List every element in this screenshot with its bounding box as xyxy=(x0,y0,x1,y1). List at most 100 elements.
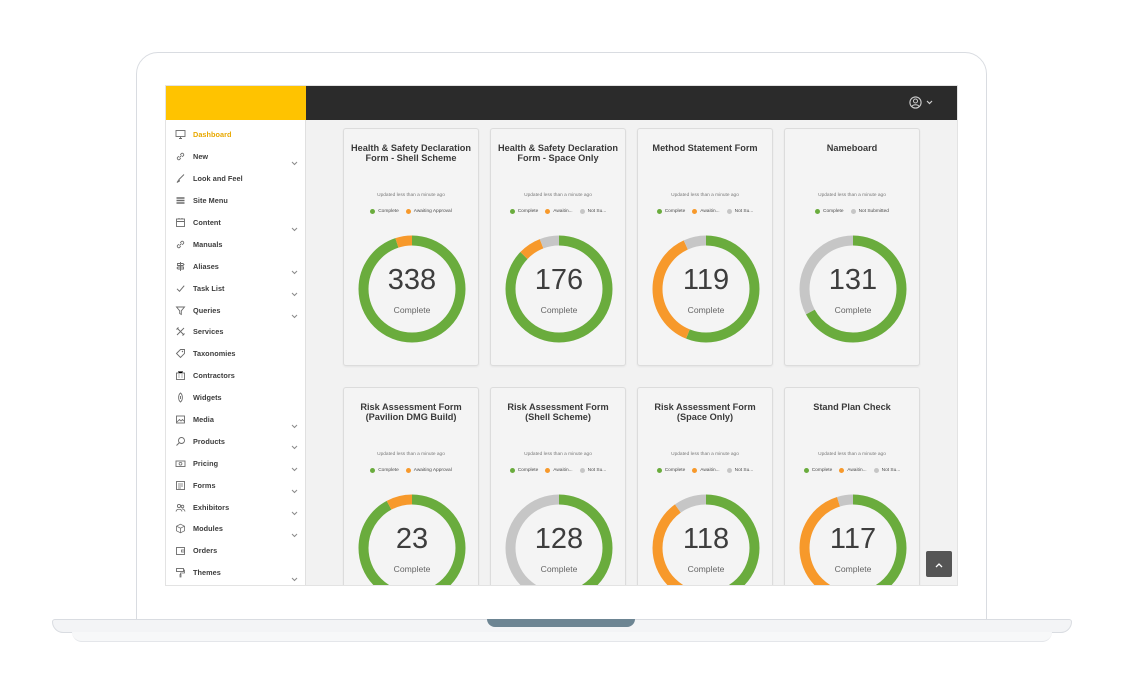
form-status-card[interactable]: Nameboard Updated less than a minute ago C… xyxy=(784,128,920,366)
card-legend: Complete Awaitin... Not Su... xyxy=(638,468,772,473)
legend-item[interactable]: Not Su... xyxy=(579,209,606,214)
chevron-down-icon[interactable] xyxy=(291,219,298,237)
sidebar-item-exhibitors[interactable]: Exhibitors xyxy=(166,496,305,518)
donut-segment-awaiting[interactable] xyxy=(652,494,760,587)
sidebar-item-label: New xyxy=(193,152,209,162)
sidebar-item-services[interactable]: Services xyxy=(166,321,305,343)
legend-label: Complete xyxy=(378,468,399,473)
donut-segment-not-submitted[interactable] xyxy=(652,494,760,587)
chevron-down-icon[interactable] xyxy=(291,525,298,543)
legend-dot xyxy=(579,209,585,214)
donut-segment-not-submitted[interactable] xyxy=(505,494,613,587)
legend-item[interactable]: Not Su... xyxy=(873,468,900,473)
legend-item[interactable]: Complete xyxy=(509,209,539,214)
legend-label: Complete xyxy=(811,468,833,473)
sidebar-item-site-menu[interactable]: Site Menu xyxy=(166,190,305,212)
menu-icon xyxy=(174,194,187,207)
chevron-down-icon[interactable] xyxy=(291,262,298,280)
donut-value: 338 xyxy=(387,264,437,296)
sidebar-item-modules[interactable]: Modules xyxy=(166,518,305,540)
donut-segment-not-submitted[interactable] xyxy=(505,235,613,343)
legend-item[interactable]: Complete xyxy=(803,468,833,473)
card-title: Health & Safety Declaration Form - Shell… xyxy=(351,143,471,164)
sidebar-item-manuals[interactable]: Manuals xyxy=(166,233,305,255)
form-status-card[interactable]: Health & Safety Declaration Form - Space… xyxy=(490,128,626,366)
legend-dot xyxy=(726,209,732,214)
legend-dot xyxy=(370,209,376,214)
sidebar-item-label: Look and Feel xyxy=(193,174,243,184)
form-status-card[interactable]: Method Statement Form Updated less than a… xyxy=(637,128,773,366)
sidebar-item-taxonomies[interactable]: Taxonomies xyxy=(166,343,305,365)
chevron-down-icon[interactable] xyxy=(291,503,298,521)
sidebar-item-dashboard[interactable]: Dashboard xyxy=(166,124,305,146)
legend-item[interactable]: Complete xyxy=(656,468,685,473)
sidebar-item-products[interactable]: Products xyxy=(166,430,305,452)
legend-label: Awaiting Approval xyxy=(413,468,452,473)
tools-icon xyxy=(174,325,187,338)
sidebar-item-new[interactable]: New xyxy=(166,146,305,168)
legend-item[interactable]: Awaitin... xyxy=(692,209,720,214)
sidebar-item-label: Site Menu xyxy=(193,196,228,206)
legend-item[interactable]: Complete xyxy=(370,209,399,214)
legend-item[interactable]: Complete xyxy=(370,468,399,473)
legend-item[interactable]: Complete xyxy=(815,209,844,214)
legend-item[interactable]: Complete xyxy=(509,468,538,473)
chevron-down-icon[interactable] xyxy=(291,284,298,302)
legend-item[interactable]: Not Su... xyxy=(726,209,753,214)
form-status-card[interactable]: Risk Assessment Form (Shell Scheme) Updat… xyxy=(490,387,626,587)
sidebar-item-contractors[interactable]: Contractors xyxy=(166,365,305,387)
legend-item[interactable]: Not Submitted xyxy=(850,209,889,214)
donut-segment-awaiting[interactable] xyxy=(358,494,466,587)
legend-label: Complete xyxy=(517,209,539,214)
form-status-card[interactable]: Risk Assessment Form (Pavilion DMG Build… xyxy=(343,387,479,587)
legend-item[interactable]: Complete xyxy=(656,209,685,214)
chevron-down-icon[interactable] xyxy=(291,481,298,499)
legend-item[interactable]: Not Su... xyxy=(726,468,753,473)
donut-segment-awaiting[interactable] xyxy=(799,494,907,587)
cube-icon xyxy=(174,522,187,535)
chevron-down-icon[interactable] xyxy=(291,153,298,171)
donut-segment-not-submitted[interactable] xyxy=(799,235,907,343)
donut-segment-awaiting[interactable] xyxy=(358,235,466,343)
sidebar-item-aliases[interactable]: Aliases xyxy=(166,255,305,277)
sidebar-item-label: Products xyxy=(193,436,226,446)
sidebar-item-content[interactable]: Content xyxy=(166,212,305,234)
form-status-card[interactable]: Stand Plan Check Updated less than a minu… xyxy=(784,387,920,587)
sidebar-item-task-list[interactable]: Task List xyxy=(166,277,305,299)
sidebar-item-widgets[interactable]: Widgets xyxy=(166,387,305,409)
donut-chart xyxy=(505,235,613,343)
legend-item[interactable]: Awaiting Approval xyxy=(405,209,452,214)
building-icon xyxy=(174,369,187,382)
legend-item[interactable]: Not Su... xyxy=(579,468,606,473)
sidebar-item-queries[interactable]: Queries xyxy=(166,299,305,321)
sidebar-item-orders[interactable]: Orders xyxy=(166,540,305,562)
sidebar-item-label: Themes xyxy=(193,568,221,578)
user-menu[interactable] xyxy=(909,96,933,109)
legend-item[interactable]: Awaitin... xyxy=(839,468,867,473)
donut-label: Complete xyxy=(687,305,725,315)
sidebar-item-forms[interactable]: Forms xyxy=(166,474,305,496)
donut-segment-not-submitted[interactable] xyxy=(652,235,760,343)
sidebar-item-themes[interactable]: Themes xyxy=(166,562,305,584)
legend-item[interactable]: Awaitin... xyxy=(545,209,573,214)
form-status-card[interactable]: Risk Assessment Form (Space Only) Updated… xyxy=(637,387,773,587)
card-legend: Complete Awaiting Approval xyxy=(344,468,478,473)
chevron-down-icon[interactable] xyxy=(291,306,298,324)
form-status-card[interactable]: Health & Safety Declaration Form - Shell… xyxy=(343,128,479,366)
scroll-to-top-button[interactable] xyxy=(926,551,952,577)
chevron-down-icon[interactable] xyxy=(291,416,298,434)
sidebar-item-look-and-feel[interactable]: Look and Feel xyxy=(166,168,305,190)
sidebar-item-media[interactable]: Media xyxy=(166,409,305,431)
sidebar-item-pricing[interactable]: Pricing xyxy=(166,452,305,474)
legend-dot xyxy=(656,209,662,214)
chevron-down-icon[interactable] xyxy=(291,569,298,585)
legend-item[interactable]: Awaiting Approval xyxy=(405,468,452,473)
chevron-down-icon[interactable] xyxy=(291,437,298,455)
chevron-down-icon[interactable] xyxy=(291,459,298,477)
legend-item[interactable]: Awaitin... xyxy=(545,468,573,473)
legend-item[interactable]: Awaitin... xyxy=(692,468,720,473)
donut-segment-awaiting[interactable] xyxy=(652,235,760,343)
sidebar-item-label: Pricing xyxy=(193,458,219,468)
card-updated-text: Updated less than a minute ago xyxy=(671,452,739,457)
donut-segment-not-submitted[interactable] xyxy=(799,494,907,587)
